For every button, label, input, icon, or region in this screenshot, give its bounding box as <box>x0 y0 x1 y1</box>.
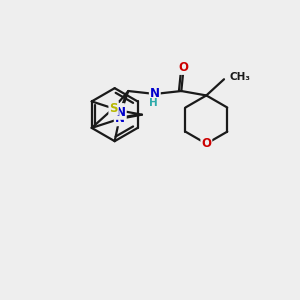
Text: N: N <box>115 112 125 125</box>
Text: O: O <box>201 137 211 150</box>
Text: CH₃: CH₃ <box>229 72 250 82</box>
Text: S: S <box>116 104 124 117</box>
Text: N: N <box>116 106 126 119</box>
Text: N: N <box>150 88 160 100</box>
Text: H: H <box>149 98 158 108</box>
Text: S: S <box>109 102 118 115</box>
Text: O: O <box>179 61 189 74</box>
